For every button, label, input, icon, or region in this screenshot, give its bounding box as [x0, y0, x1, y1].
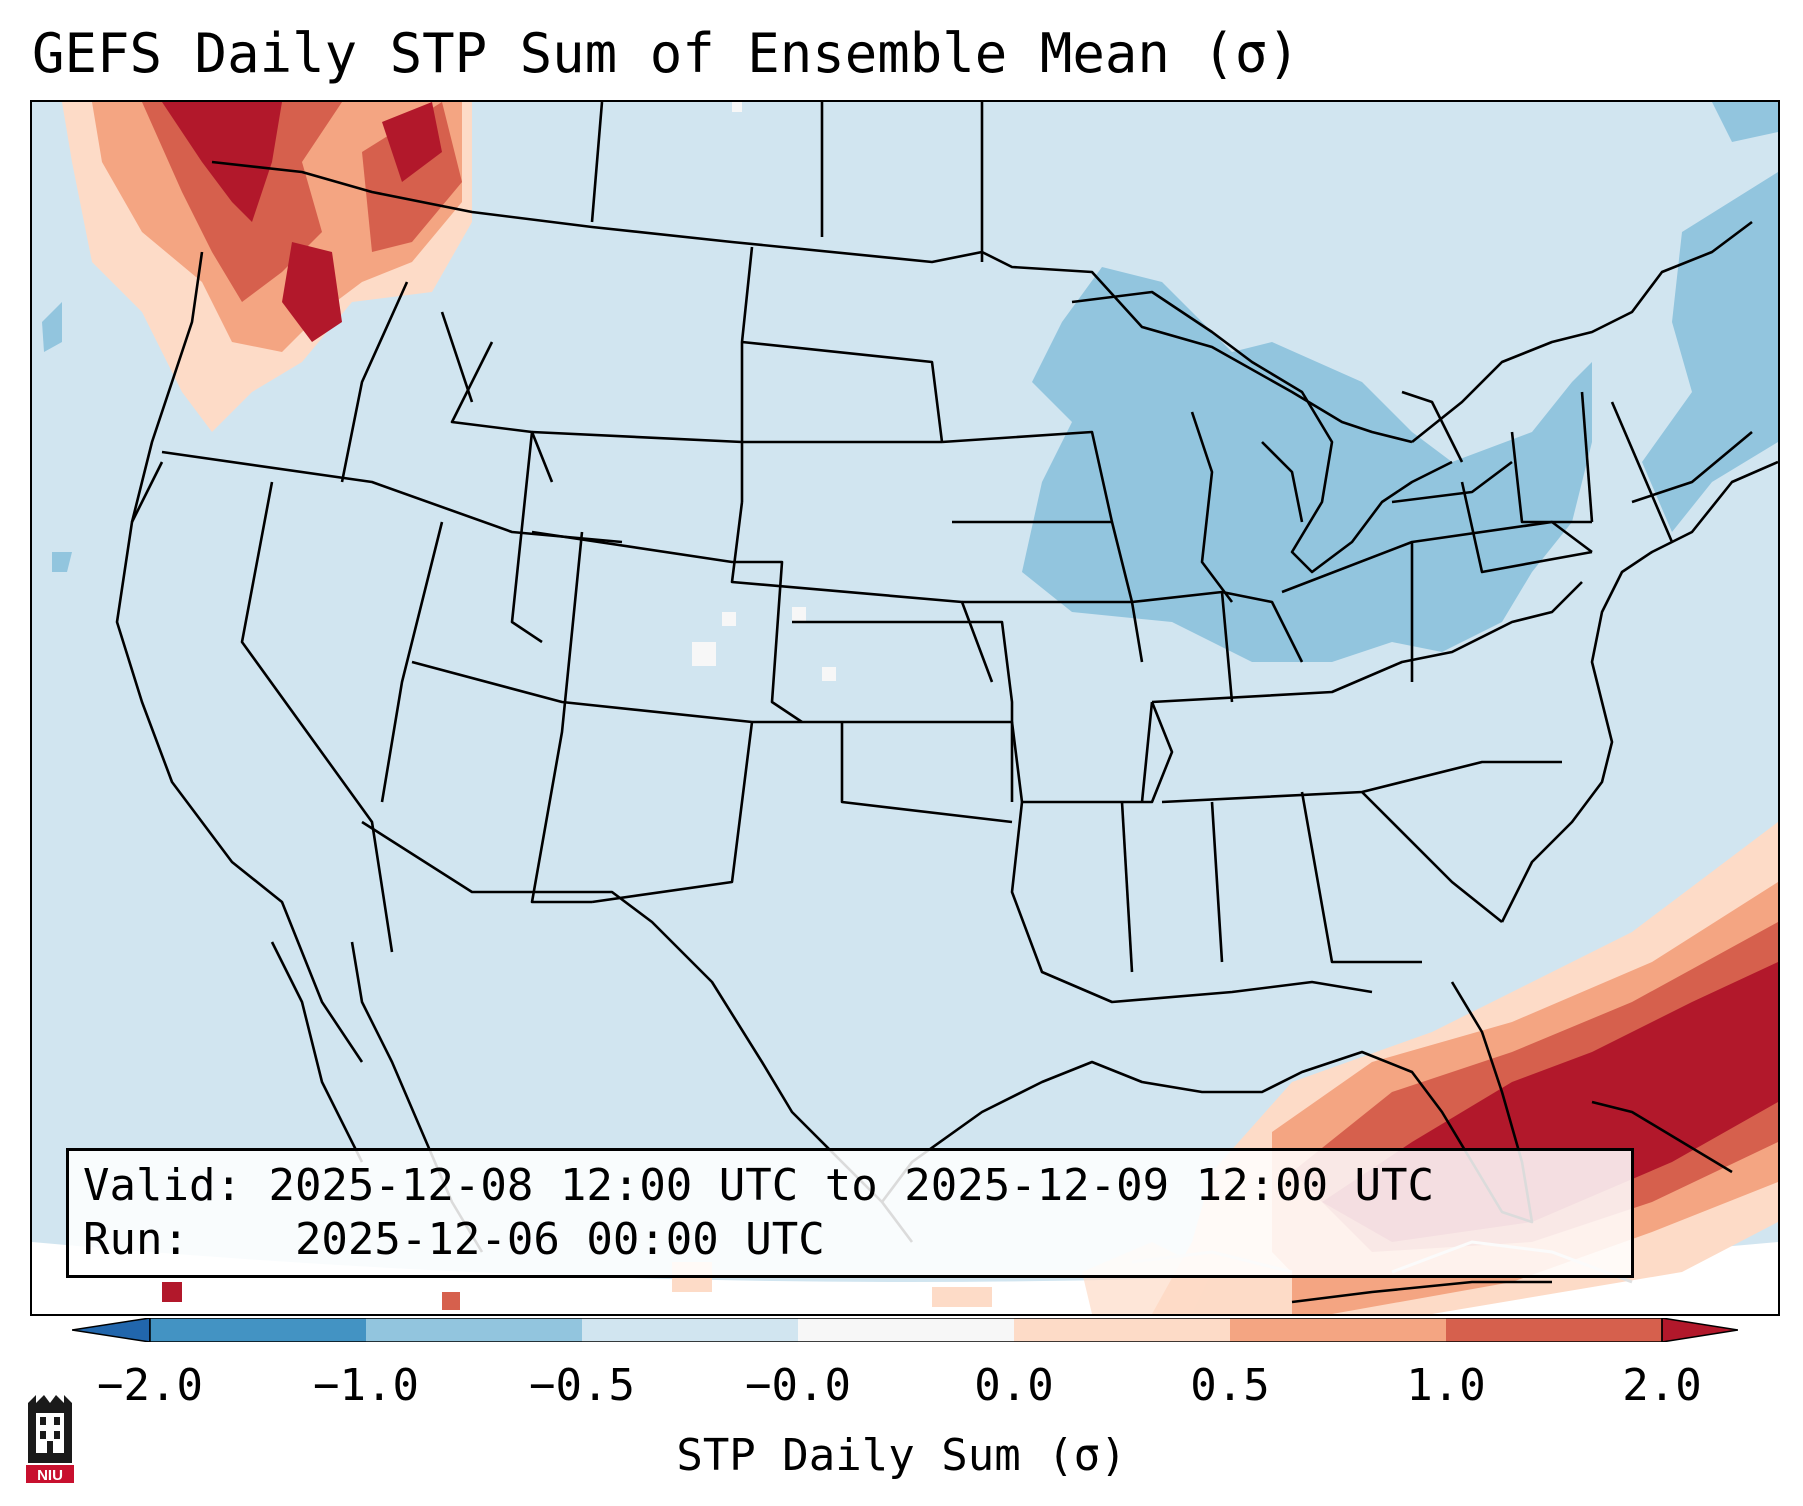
- valid-run-info-box: Valid: 2025-12-08 12:00 UTC to 2025-12-0…: [66, 1148, 1634, 1278]
- map-panel: [30, 100, 1780, 1316]
- colorbar-bin-0-05: [1014, 1318, 1230, 1342]
- tick-label: 1.0: [1406, 1360, 1486, 1411]
- colorbar-ticks: −2.0 −1.0 −0.5 −0.0 0.0 0.5 1.0 2.0: [0, 1360, 1803, 1420]
- positive-anomaly-northwest: [62, 102, 472, 432]
- colorbar-label: STP Daily Sum (σ): [676, 1430, 1127, 1481]
- colorbar-bin-neg1-neg05: [366, 1318, 582, 1342]
- colorbar-bin-1-2: [1446, 1318, 1662, 1342]
- pacific-coast: [130, 251, 204, 523]
- map-title: GEFS Daily STP Sum of Ensemble Mean (σ): [32, 22, 1300, 85]
- svg-text:NIU: NIU: [37, 1467, 63, 1484]
- us-canada-border: [211, 160, 1413, 444]
- tick-label: 2.0: [1622, 1360, 1702, 1411]
- colorbar: [72, 1318, 1738, 1342]
- colorbar-extend-low: [72, 1318, 151, 1342]
- tick-label: −0.0: [745, 1360, 851, 1411]
- colorbar-bin-neg05-0: [582, 1318, 798, 1342]
- tick-label: −1.0: [313, 1360, 419, 1411]
- run-line: Run: 2025-12-06 00:00 UTC: [83, 1213, 1617, 1267]
- tick-label: 0.0: [974, 1360, 1054, 1411]
- us-canada-border-east: [1411, 220, 1753, 444]
- east-coast: [1500, 460, 1778, 923]
- valid-label: Valid:: [83, 1160, 242, 1211]
- colorbar-svg: [72, 1318, 1738, 1342]
- run-value: 2025-12-06 00:00 UTC: [294, 1214, 825, 1265]
- great-lakes-outline: [1071, 290, 1453, 574]
- valid-value: 2025-12-08 12:00 UTC to 2025-12-09 12:00…: [268, 1160, 1435, 1211]
- colorbar-bin-zero: [798, 1318, 1014, 1342]
- tick-label: −0.5: [529, 1360, 635, 1411]
- run-label: Run:: [83, 1214, 189, 1265]
- tick-label: −2.0: [97, 1360, 203, 1411]
- tick-label: 0.5: [1190, 1360, 1270, 1411]
- niu-logo: NIU: [26, 1395, 74, 1484]
- colorbar-bin-neg2-neg1: [150, 1318, 366, 1342]
- stp-map: [32, 102, 1778, 1314]
- colorbar-bin-05-1: [1230, 1318, 1446, 1342]
- colorbar-extend-high: [1661, 1318, 1738, 1342]
- negative-anomaly-northeast: [42, 102, 1778, 662]
- valid-line: Valid: 2025-12-08 12:00 UTC to 2025-12-0…: [83, 1159, 1617, 1213]
